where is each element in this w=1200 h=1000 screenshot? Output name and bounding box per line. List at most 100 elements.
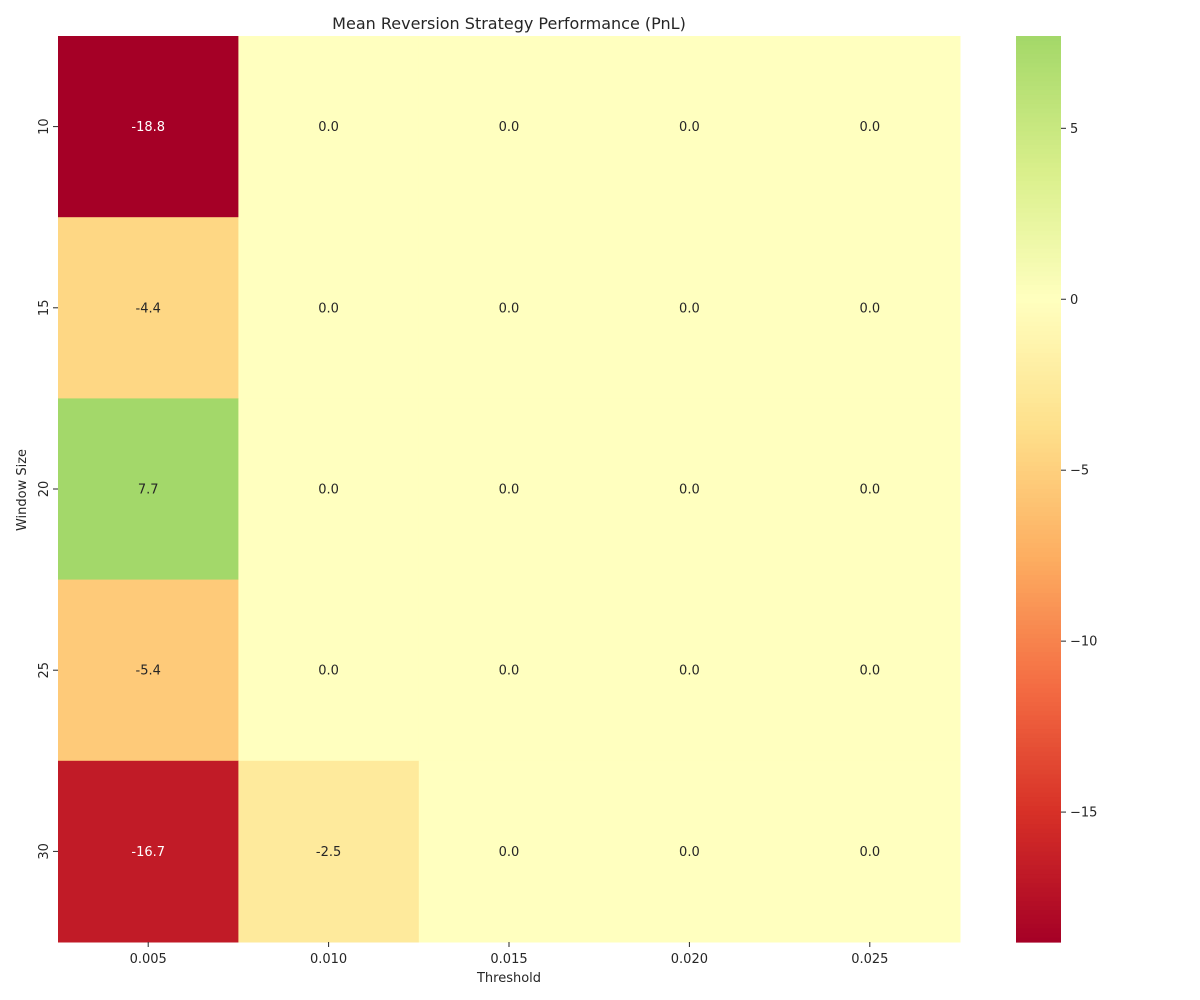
colorbar-segment — [1016, 611, 1061, 617]
colorbar-segment — [1016, 887, 1061, 893]
colorbar-segment — [1016, 90, 1061, 96]
cell-value-label: 0.0 — [859, 301, 880, 316]
x-tick-label: 0.020 — [671, 952, 708, 967]
colorbar-segment — [1016, 45, 1061, 51]
colorbar-segment — [1016, 126, 1061, 132]
colorbar-segment — [1016, 787, 1061, 794]
colorbar-segment — [1016, 810, 1061, 816]
cell-value-label: -2.5 — [316, 845, 341, 860]
colorbar-tick-label: −15 — [1070, 806, 1097, 821]
colorbar-segment — [1016, 570, 1061, 576]
colorbar-segment — [1016, 285, 1061, 291]
heatmap-cell — [599, 579, 781, 762]
colorbar-segment — [1016, 538, 1061, 544]
colorbar-segment — [1016, 778, 1061, 785]
colorbar-segment — [1016, 910, 1061, 916]
x-axis: 0.005 0.010 0.015 0.020 0.025 — [130, 942, 888, 967]
chart-title: Mean Reversion Strategy Performance (PnL… — [332, 14, 686, 33]
colorbar-segment — [1016, 94, 1061, 101]
colorbar-segment — [1016, 58, 1061, 64]
y-tick-label: 25 — [37, 662, 52, 679]
colorbar-segment — [1016, 547, 1061, 554]
colorbar-segment — [1016, 384, 1061, 390]
colorbar-segment — [1016, 932, 1061, 939]
colorbar-segment — [1016, 864, 1061, 871]
colorbar-segment — [1016, 688, 1061, 694]
colorbar-segment — [1016, 815, 1061, 821]
colorbar-segment — [1016, 769, 1061, 775]
colorbar-segment — [1016, 855, 1061, 862]
colorbar-segment — [1016, 851, 1061, 857]
colorbar-segment — [1016, 747, 1061, 753]
colorbar-segment — [1016, 679, 1061, 685]
colorbar-segment — [1016, 267, 1061, 273]
colorbar-segment — [1016, 389, 1061, 395]
x-tick-label: 0.005 — [130, 952, 167, 967]
cell-value-label: -18.8 — [131, 120, 165, 135]
colorbar-segment — [1016, 638, 1061, 644]
colorbar-segment — [1016, 584, 1061, 590]
colorbar-segment — [1016, 507, 1061, 513]
colorbar-segment — [1016, 393, 1061, 399]
cell-value-label: 0.0 — [318, 483, 339, 498]
colorbar-segment — [1016, 661, 1061, 667]
cell-value-label: 0.0 — [499, 845, 520, 860]
cell-value-label: 0.0 — [499, 664, 520, 679]
cell-value-label: 0.0 — [679, 301, 700, 316]
heatmap-cell — [418, 36, 600, 218]
colorbar-segment — [1016, 842, 1061, 848]
colorbar-segment — [1016, 797, 1061, 803]
colorbar-segment — [1016, 131, 1061, 137]
cell-value-label: -4.4 — [136, 301, 161, 316]
colorbar-segment — [1016, 493, 1061, 499]
colorbar-segment — [1016, 402, 1061, 409]
colorbar-segment — [1016, 892, 1061, 898]
cell-value-label: 0.0 — [318, 664, 339, 679]
colorbar-segment — [1016, 221, 1061, 227]
colorbar-tick-label: −5 — [1070, 464, 1089, 479]
heatmap-cell — [238, 398, 420, 581]
colorbar-segment — [1016, 235, 1061, 241]
colorbar-segment — [1016, 452, 1061, 458]
colorbar-segment — [1016, 475, 1061, 481]
colorbar-segment — [1016, 819, 1061, 825]
colorbar-segment — [1016, 792, 1061, 798]
colorbar-segment — [1016, 248, 1061, 255]
colorbar-segment — [1016, 479, 1061, 486]
y-axis-label: Window Size — [15, 449, 30, 531]
colorbar-segment — [1016, 122, 1061, 128]
colorbar-segment — [1016, 416, 1061, 422]
colorbar-segment — [1016, 63, 1061, 69]
colorbar-segment — [1016, 76, 1061, 82]
colorbar-segment — [1016, 149, 1061, 155]
colorbar-segment — [1016, 103, 1061, 110]
colorbar-segment — [1016, 72, 1061, 78]
colorbar-segment — [1016, 860, 1061, 866]
cell-value-label: 0.0 — [859, 483, 880, 498]
colorbar-segment — [1016, 489, 1061, 495]
colorbar-segment — [1016, 828, 1061, 834]
colorbar-segment — [1016, 185, 1061, 191]
colorbar-segment — [1016, 325, 1061, 332]
colorbar-segment — [1016, 751, 1061, 757]
colorbar-segment — [1016, 710, 1061, 717]
colorbar-segment — [1016, 366, 1061, 372]
y-tick-label: 15 — [37, 300, 52, 317]
colorbar-segment — [1016, 407, 1061, 413]
colorbar-segment — [1016, 624, 1061, 631]
colorbar-segment — [1016, 294, 1061, 300]
colorbar-segment — [1016, 806, 1061, 812]
colorbar-segment — [1016, 321, 1061, 327]
colorbar-segment — [1016, 316, 1061, 322]
x-tick-label: 0.010 — [310, 952, 347, 967]
colorbar-segment — [1016, 171, 1061, 178]
colorbar-segment — [1016, 371, 1061, 377]
colorbar-segment — [1016, 203, 1061, 209]
x-tick-label: 0.015 — [490, 952, 527, 967]
colorbar-segment — [1016, 656, 1061, 662]
colorbar-segment — [1016, 212, 1061, 218]
colorbar-segment — [1016, 49, 1061, 55]
colorbar-segment — [1016, 729, 1061, 735]
colorbar-segment — [1016, 556, 1061, 563]
